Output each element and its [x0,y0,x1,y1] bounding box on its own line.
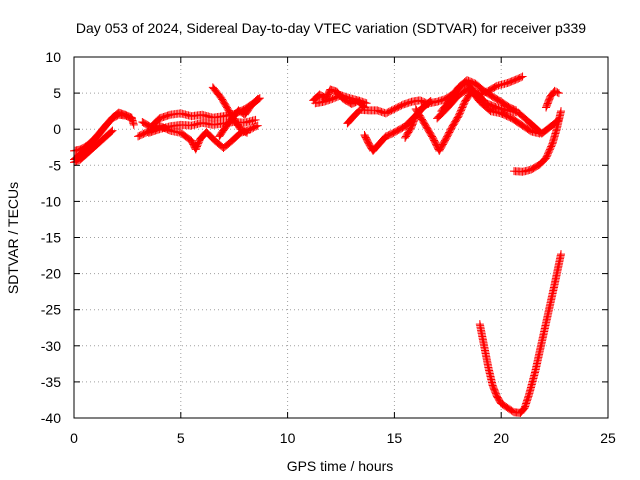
series-arc8 [215,94,262,141]
data-point-markers [475,250,566,417]
y-tick-label: 10 [45,49,61,65]
y-tick-label: -35 [41,374,61,390]
y-tick-label: -20 [41,266,61,282]
ticks: 0 5 10 15 20 25 10 5 0 -5 -10 -15 -20 -25 -30 -35 -40 [41,49,616,446]
y-tick-label: -5 [49,157,62,173]
y-tick-label: 0 [53,121,61,137]
x-tick-label: 15 [387,430,403,446]
y-tick-label: -40 [41,410,61,426]
series-arc7 [208,83,252,137]
y-tick-label: -15 [41,230,61,246]
chart-title: Day 053 of 2024, Sidereal Day-to-day VTE… [76,20,586,36]
grid [74,57,608,418]
x-tick-label: 25 [600,430,616,446]
data-point-markers [215,94,262,141]
x-axis-label: GPS time / hours [287,458,394,474]
series-arc19 [475,250,566,417]
series-arc17 [510,107,566,176]
x-tick-label: 5 [177,430,185,446]
data-points [70,72,566,417]
data-point-markers [437,76,521,116]
data-point-markers [510,107,566,176]
x-tick-label: 20 [493,430,509,446]
series-arc18 [542,86,563,112]
series-arc11 [343,96,433,128]
series-arc10 [311,91,371,108]
y-tick-label: -25 [41,302,61,318]
data-point-markers [542,86,563,112]
data-point-markers [208,83,252,137]
y-tick-label: 5 [53,85,61,101]
series-arc16 [437,76,521,116]
y-axis-label: SDTVAR / TECUs [5,182,21,294]
y-tick-label: -30 [41,338,61,354]
data-point-markers [343,96,433,128]
y-tick-label: -10 [41,193,61,209]
x-tick-label: 10 [280,430,296,446]
data-point-markers [311,91,371,108]
x-tick-label: 0 [70,430,78,446]
